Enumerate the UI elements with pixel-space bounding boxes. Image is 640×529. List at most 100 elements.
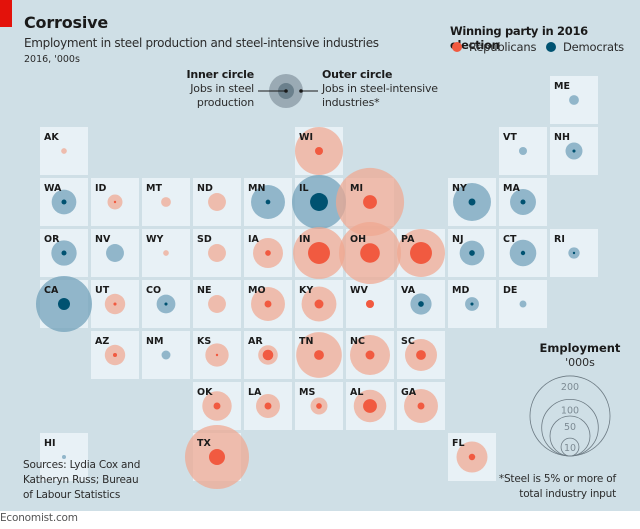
state-label-ma: MA bbox=[503, 183, 520, 194]
inner-circle-ca bbox=[57, 297, 71, 311]
state-label-al: AL bbox=[350, 387, 363, 398]
state-label-nv: NV bbox=[95, 234, 111, 245]
state-label-oh: OH bbox=[350, 234, 366, 245]
state-label-wv: WV bbox=[350, 285, 368, 296]
inner-circle-ky bbox=[314, 299, 324, 309]
sources-note: Sources: Lydia Cox and Katheryn Russ; Bu… bbox=[23, 458, 140, 503]
size-legend-label-50: 50 bbox=[564, 422, 576, 433]
state-label-nm: NM bbox=[146, 336, 163, 347]
inner-circle-mn bbox=[265, 199, 271, 205]
chart-units: 2016, '000s bbox=[24, 54, 80, 65]
state-label-pa: PA bbox=[401, 234, 415, 245]
legend-label-republicans: Republicans bbox=[469, 40, 537, 54]
state-label-wa: WA bbox=[44, 183, 62, 194]
inner-circle-pa bbox=[410, 242, 432, 264]
outer-circle-hi bbox=[61, 454, 67, 460]
state-label-fl: FL bbox=[452, 438, 465, 449]
key-outer-dot bbox=[299, 89, 303, 93]
outer-circle-wy bbox=[163, 250, 169, 256]
outer-circle-nv bbox=[106, 244, 124, 262]
inner-circle-nh bbox=[572, 149, 576, 153]
state-label-az: AZ bbox=[95, 336, 109, 347]
state-label-ny: NY bbox=[452, 183, 467, 194]
state-label-il: IL bbox=[299, 183, 309, 194]
inner-circle-sc bbox=[416, 350, 426, 360]
inner-circle-id bbox=[113, 200, 117, 204]
legend-item-republicans: Republicans bbox=[452, 40, 536, 54]
state-label-mi: MI bbox=[350, 183, 363, 194]
size-legend-units: '000s bbox=[565, 356, 595, 369]
inner-circle-ma bbox=[520, 199, 526, 205]
state-label-va: VA bbox=[401, 285, 416, 296]
footnote-line-2: total industry input bbox=[519, 488, 616, 500]
outer-circle-title: Outer circle bbox=[322, 68, 393, 81]
state-label-ok: OK bbox=[197, 387, 213, 398]
state-label-id: ID bbox=[95, 183, 107, 194]
inner-circle-md bbox=[470, 302, 474, 306]
state-label-nh: NH bbox=[554, 132, 570, 143]
sources-line-1: Sources: Lydia Cox and bbox=[23, 459, 141, 471]
state-label-ri: RI bbox=[554, 234, 565, 245]
inner-circle-mi bbox=[363, 195, 377, 209]
party-legend-title: Winning party in 2016 election bbox=[450, 24, 588, 52]
size-legend-label-100: 100 bbox=[561, 405, 579, 416]
state-label-ky: KY bbox=[299, 285, 313, 296]
inner-circle-il bbox=[310, 193, 328, 211]
state-label-nd: ND bbox=[197, 183, 213, 194]
state-label-vt: VT bbox=[503, 132, 517, 143]
state-label-ct: CT bbox=[503, 234, 517, 245]
state-label-sc: SC bbox=[401, 336, 415, 347]
inner-circle-wa bbox=[61, 199, 67, 205]
size-legend-label-200: 200 bbox=[561, 382, 579, 393]
outer-circle-key: Outer circle Jobs in steel-intensive ind… bbox=[322, 68, 438, 110]
inner-circle-desc-2: production bbox=[196, 96, 254, 109]
inner-circle-ok bbox=[213, 402, 221, 410]
inner-circle-nj bbox=[469, 250, 475, 256]
inner-circle-fl bbox=[468, 453, 476, 461]
state-label-in: IN bbox=[299, 234, 311, 245]
outer-circle-ne bbox=[208, 295, 226, 313]
democrat-dot-icon bbox=[546, 42, 556, 52]
outer-circle-nd bbox=[208, 193, 226, 211]
inner-circle-co bbox=[164, 302, 168, 306]
inner-circle-tx bbox=[208, 448, 226, 466]
outer-circle-mt bbox=[161, 197, 171, 207]
inner-circle-mo bbox=[264, 300, 272, 308]
outer-circle-nm bbox=[161, 350, 171, 360]
size-legend-title: Employment bbox=[539, 341, 621, 355]
state-label-ar: AR bbox=[248, 336, 263, 347]
size-legend-circle-10 bbox=[560, 437, 580, 457]
inner-circle-ar bbox=[262, 349, 274, 361]
inner-circle-va bbox=[418, 301, 424, 307]
footer-credit: Economist.com bbox=[0, 512, 78, 524]
key-inner-dot bbox=[284, 89, 288, 93]
state-label-de: DE bbox=[503, 285, 517, 296]
sources-line-3: of Labour Statistics bbox=[23, 489, 121, 501]
inner-circle-ny bbox=[468, 198, 476, 206]
tile-map: ME AK WI VT NH WA ID MT ND MN IL MI NY MA OR NV WY SD IA IN… bbox=[35, 74, 611, 490]
outer-circle-vt bbox=[518, 146, 528, 156]
legend-item-democrats: Democrats bbox=[546, 40, 624, 54]
inner-circle-la bbox=[264, 402, 272, 410]
state-label-ut: UT bbox=[95, 285, 110, 296]
state-label-me: ME bbox=[554, 81, 570, 92]
state-label-wi: WI bbox=[299, 132, 313, 143]
state-label-ak: AK bbox=[44, 132, 59, 143]
state-label-ia: IA bbox=[248, 234, 260, 245]
state-label-ga: GA bbox=[401, 387, 417, 398]
outer-circle-sd bbox=[208, 244, 226, 262]
state-label-co: CO bbox=[146, 285, 161, 296]
inner-circle-wv bbox=[365, 299, 375, 309]
state-label-nc: NC bbox=[350, 336, 365, 347]
state-label-tn: TN bbox=[299, 336, 313, 347]
inner-circle-ks bbox=[215, 353, 219, 357]
state-label-hi: HI bbox=[44, 438, 56, 449]
inner-circle-ri bbox=[572, 251, 576, 255]
state-label-ca: CA bbox=[44, 285, 59, 296]
inner-circle-az bbox=[112, 352, 118, 358]
state-label-ms: MS bbox=[299, 387, 315, 398]
inner-circle-al bbox=[363, 399, 377, 413]
state-label-sd: SD bbox=[197, 234, 212, 245]
inner-circle-or bbox=[61, 250, 67, 256]
footnote: *Steel is 5% or more of total industry i… bbox=[499, 472, 616, 502]
